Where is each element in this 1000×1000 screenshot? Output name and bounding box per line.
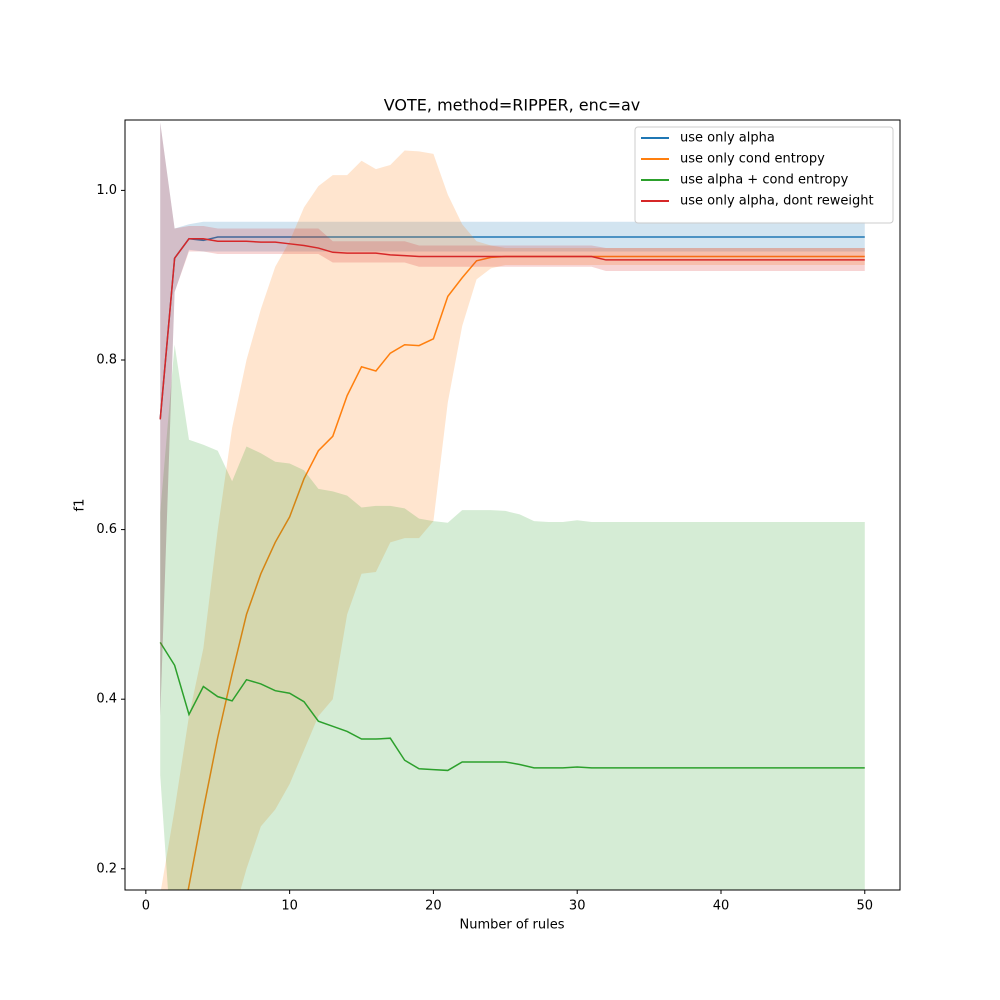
x-axis-label: Number of rules <box>460 918 565 933</box>
y-tick-label: 1.0 <box>96 183 117 198</box>
band <box>160 344 865 890</box>
chart-title: VOTE, method=RIPPER, enc=av <box>384 96 641 115</box>
series-line <box>159 236 865 420</box>
legend-label: use only alpha, dont reweight <box>680 194 874 209</box>
legend-label: use only cond entropy <box>680 152 825 167</box>
legend-label: use only alpha <box>680 131 775 146</box>
plot-area <box>159 122 865 890</box>
band <box>160 122 865 717</box>
x-tick-label: 30 <box>569 899 586 914</box>
y-tick-label: 0.6 <box>96 522 117 537</box>
y-tick-label: 0.8 <box>96 352 117 367</box>
series-line <box>159 641 865 772</box>
axes: 0 10 20 30 40 50 0.2 0.4 0.6 0.8 1.0 <box>96 119 901 914</box>
x-tick-label: 20 <box>425 899 442 914</box>
y-axis-label: f1 <box>73 499 88 512</box>
x-tick-label: 0 <box>142 899 150 914</box>
x-tick-label: 10 <box>281 899 298 914</box>
legend: use only alpha use only cond entropy use a… <box>634 126 894 224</box>
series-line <box>159 237 865 420</box>
x-tick-label: 50 <box>856 899 873 914</box>
band <box>160 150 865 890</box>
legend-box <box>634 126 894 224</box>
legend-label: use alpha + cond entropy <box>680 173 849 188</box>
band <box>160 122 865 717</box>
y-tick-label: 0.2 <box>96 861 117 876</box>
y-tick-label: 0.4 <box>96 692 117 707</box>
axes-frame <box>124 119 901 891</box>
x-tick-label: 40 <box>713 899 730 914</box>
